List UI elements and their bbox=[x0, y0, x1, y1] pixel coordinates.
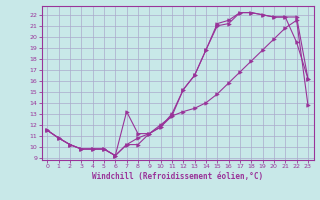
X-axis label: Windchill (Refroidissement éolien,°C): Windchill (Refroidissement éolien,°C) bbox=[92, 172, 263, 181]
